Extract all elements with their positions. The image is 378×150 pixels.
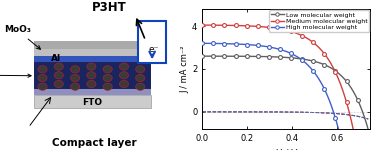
- Circle shape: [71, 83, 80, 90]
- Circle shape: [119, 80, 129, 88]
- Bar: [34, 89, 151, 95]
- Circle shape: [103, 83, 112, 90]
- Legend: Low molecular weight, Medium molecular weight, High molecular weight: Low molecular weight, Medium molecular w…: [269, 10, 369, 32]
- Circle shape: [87, 63, 96, 70]
- Circle shape: [103, 66, 112, 73]
- Circle shape: [136, 66, 145, 73]
- Text: e⁻: e⁻: [149, 45, 159, 54]
- Circle shape: [103, 74, 112, 82]
- Y-axis label: J / mA cm⁻²: J / mA cm⁻²: [180, 45, 189, 93]
- Text: FTO: FTO: [82, 98, 103, 107]
- Bar: [34, 49, 151, 56]
- Circle shape: [136, 83, 145, 90]
- Bar: [34, 56, 151, 61]
- Bar: [34, 61, 151, 89]
- Circle shape: [38, 74, 47, 82]
- Circle shape: [71, 66, 80, 73]
- Circle shape: [38, 66, 47, 73]
- Text: MoO₃: MoO₃: [4, 26, 40, 49]
- Text: Al: Al: [51, 54, 61, 63]
- Bar: [138, 21, 166, 63]
- Circle shape: [136, 74, 145, 82]
- Text: P3HT: P3HT: [92, 1, 127, 14]
- Circle shape: [71, 74, 80, 82]
- Circle shape: [54, 63, 64, 70]
- Circle shape: [87, 80, 96, 88]
- Bar: [34, 41, 151, 49]
- X-axis label: U / V: U / V: [276, 148, 297, 150]
- Circle shape: [54, 72, 64, 79]
- Circle shape: [54, 80, 64, 88]
- Circle shape: [119, 63, 129, 70]
- Bar: [34, 95, 151, 108]
- Text: Dye sensitized
TiO₂: Dye sensitized TiO₂: [0, 65, 31, 85]
- Text: Compact layer: Compact layer: [52, 138, 137, 147]
- Circle shape: [119, 72, 129, 79]
- Circle shape: [38, 83, 47, 90]
- Circle shape: [87, 72, 96, 79]
